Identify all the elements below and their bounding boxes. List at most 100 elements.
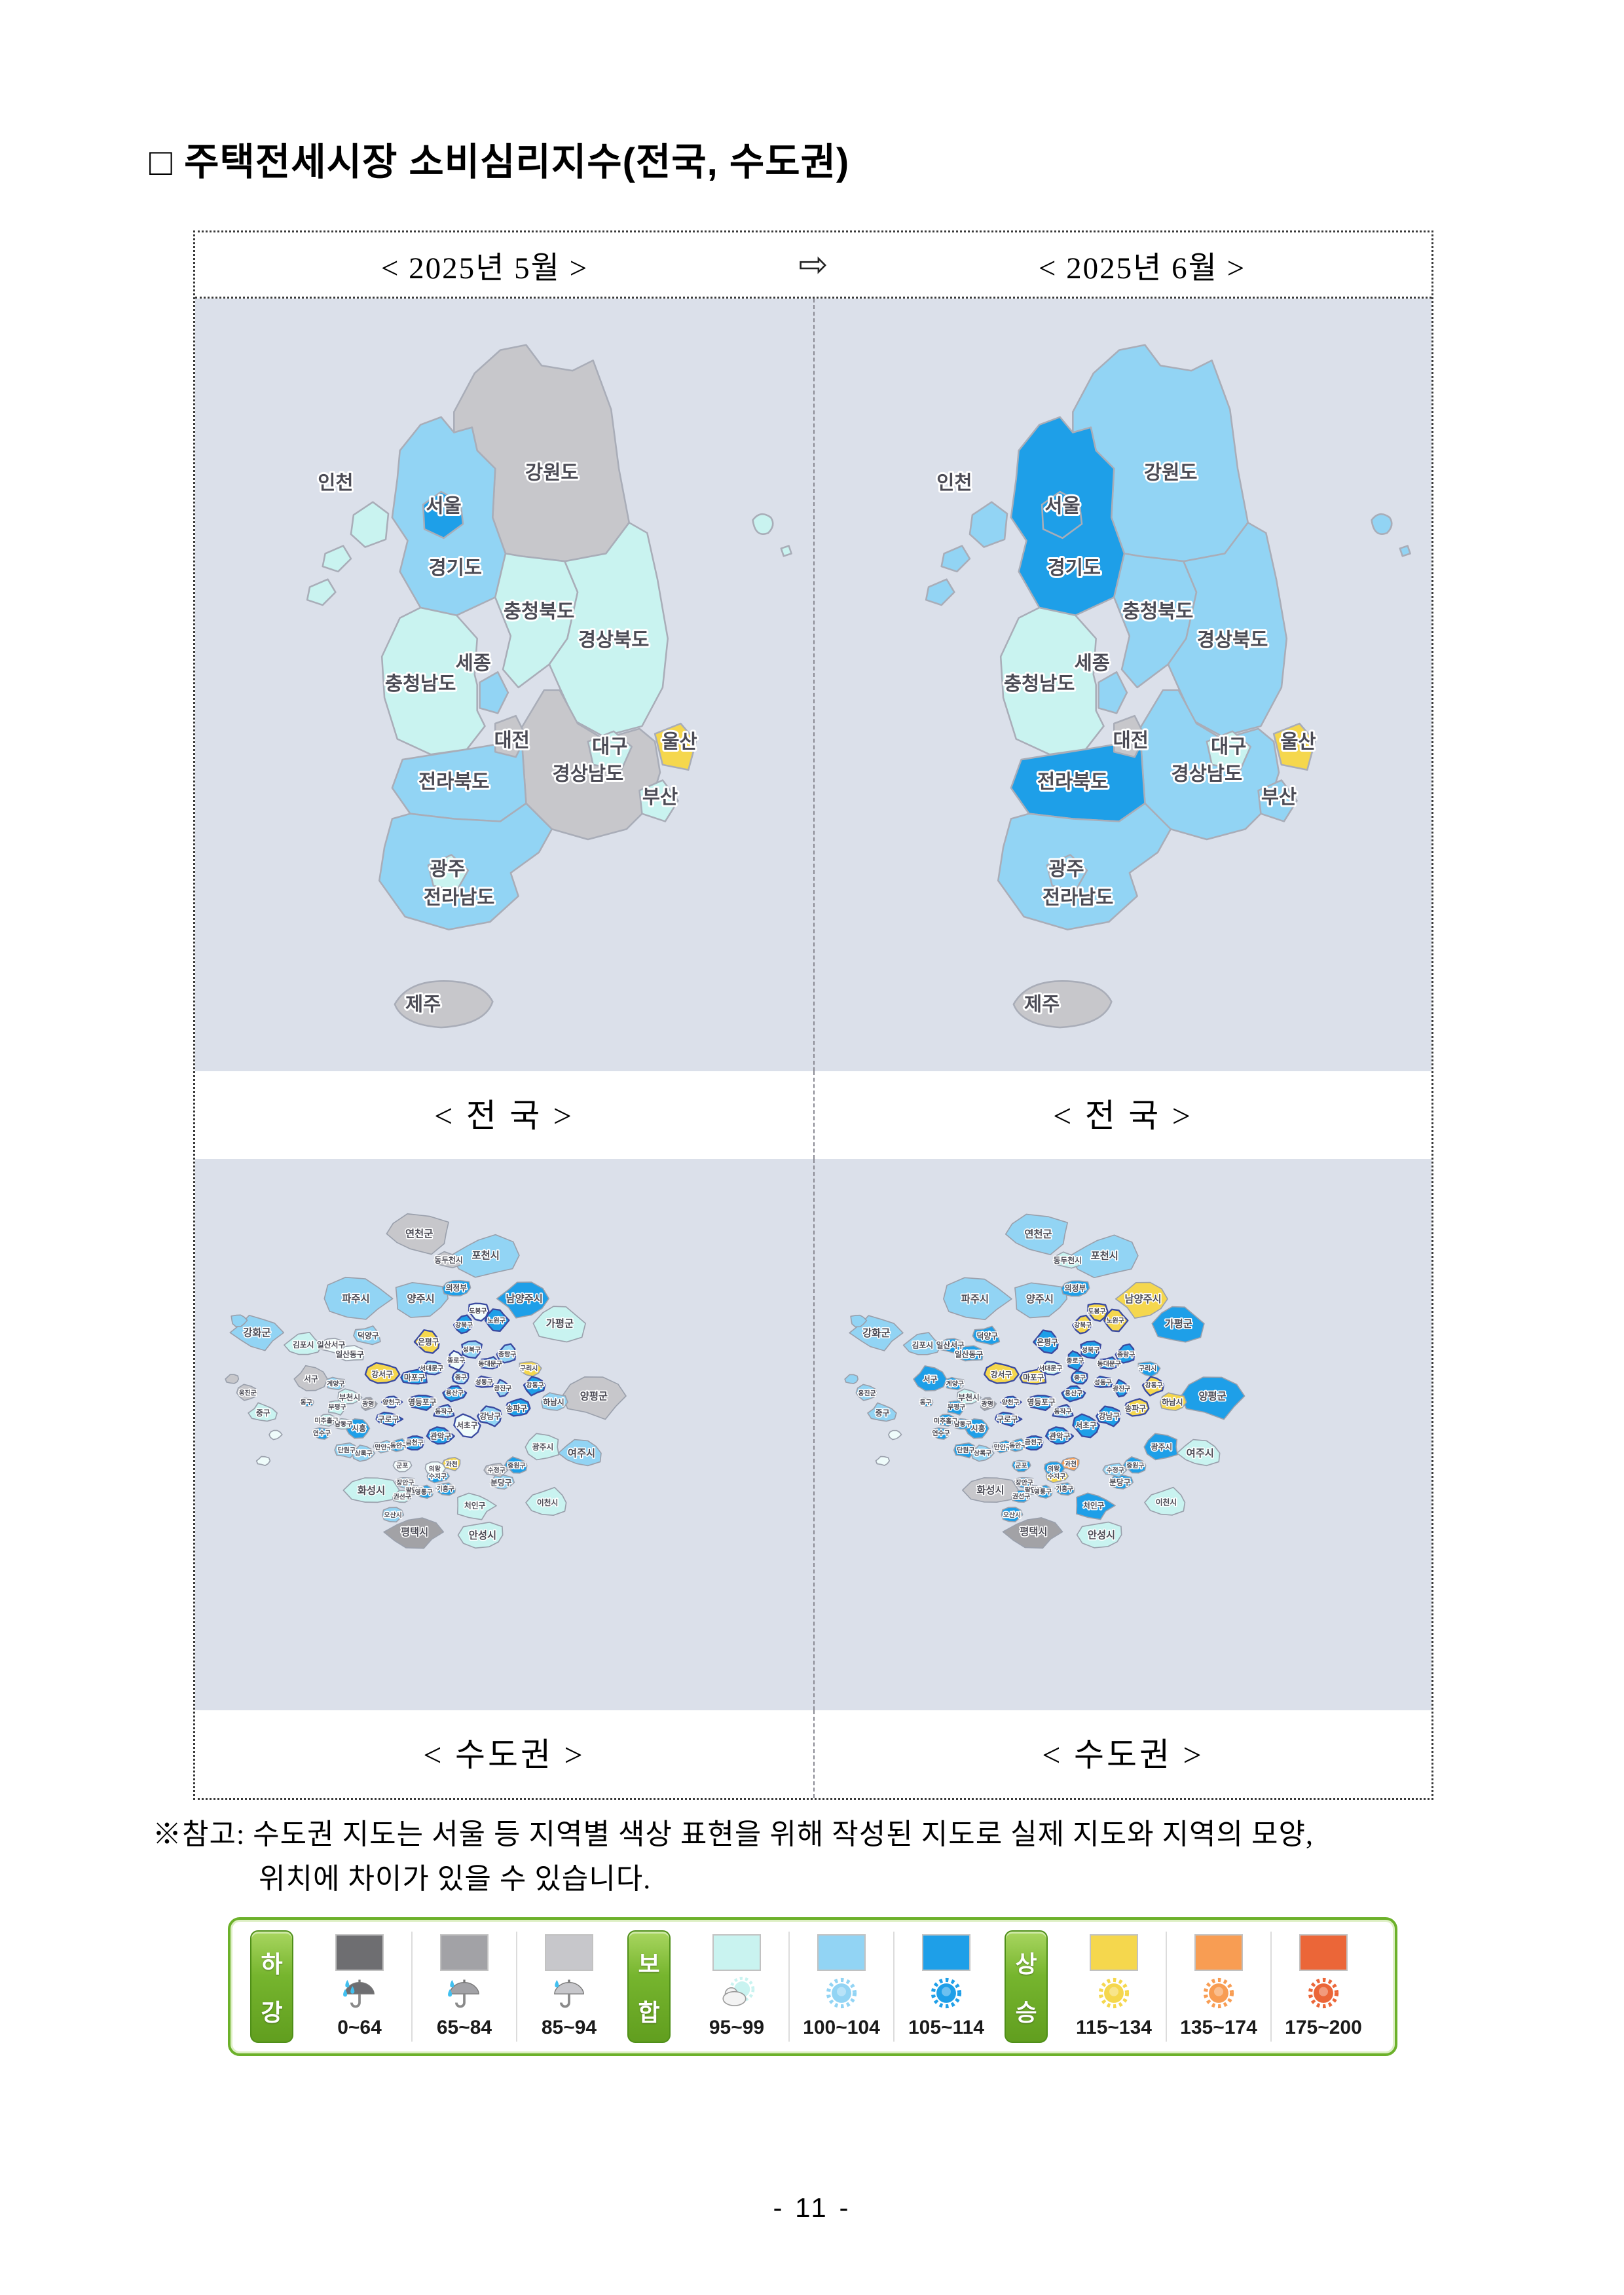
district-label-하남시: 하남시 bbox=[1162, 1398, 1183, 1407]
district-label-종로구: 종로구 bbox=[1066, 1357, 1084, 1365]
district-label-구리시: 구리시 bbox=[1139, 1364, 1156, 1372]
legend-range-label: 0~64 bbox=[337, 2017, 382, 2038]
district-영통구 bbox=[1033, 1484, 1054, 1499]
region-label-서울: 서울 bbox=[1044, 495, 1080, 517]
district-강남구 bbox=[1096, 1405, 1121, 1427]
region-경상북도 bbox=[548, 521, 669, 737]
district-성북구 bbox=[1080, 1340, 1102, 1359]
district-label-상록구: 상록구 bbox=[355, 1449, 373, 1458]
region-dokdo bbox=[780, 545, 792, 557]
district-은평구 bbox=[413, 1329, 441, 1354]
district-강서구 bbox=[364, 1362, 401, 1384]
note-line-2: 위치에 차이가 있을 수 있습니다. bbox=[259, 1863, 652, 1896]
region-경상남도 bbox=[520, 689, 661, 841]
region-ulleung bbox=[752, 513, 774, 535]
district-label-중원구: 중원구 bbox=[1126, 1461, 1144, 1470]
national-caption-row: < 전 국 > < 전 국 > bbox=[195, 1071, 1431, 1159]
district-평택시 bbox=[1002, 1517, 1063, 1549]
district-label-강동구: 강동구 bbox=[1145, 1381, 1162, 1389]
district-label-남동구: 남동구 bbox=[953, 1420, 971, 1428]
district-상록구 bbox=[351, 1444, 376, 1462]
district-label-영등포구: 영등포구 bbox=[408, 1398, 437, 1407]
region-인천 bbox=[350, 501, 390, 548]
caption-national-may: < 전 국 > bbox=[434, 1097, 574, 1134]
district-강남구 bbox=[476, 1405, 502, 1427]
region-세종 bbox=[1098, 671, 1128, 714]
district-관악구 bbox=[1044, 1426, 1075, 1445]
region-label-경상남도: 경상남도 bbox=[553, 763, 624, 785]
district-권선구 bbox=[1011, 1490, 1031, 1503]
district-기흥구 bbox=[435, 1482, 456, 1496]
district-label-성북구: 성북구 bbox=[463, 1346, 481, 1354]
caption-capital-may: < 수도권 > bbox=[423, 1736, 585, 1773]
legend-range-label: 65~84 bbox=[436, 2017, 492, 2038]
district-label-의정부: 의정부 bbox=[1065, 1283, 1086, 1293]
region-label-서울: 서울 bbox=[426, 495, 461, 517]
district-양주시 bbox=[1014, 1282, 1068, 1319]
district-남동구 bbox=[333, 1418, 352, 1430]
district-label-성동구: 성동구 bbox=[475, 1378, 493, 1386]
region-울산 bbox=[1272, 722, 1316, 771]
region-isl2 bbox=[306, 578, 337, 606]
caption-capital-june: < 수도권 > bbox=[813, 1710, 1431, 1798]
district-동작구 bbox=[433, 1404, 455, 1418]
district-영등포구 bbox=[1027, 1395, 1053, 1411]
district-label-처인구: 처인구 bbox=[464, 1501, 486, 1511]
legend-item-85~94: 85~94 bbox=[516, 1932, 621, 2042]
region-label-세종: 세종 bbox=[456, 652, 491, 674]
district-label-시흥: 시흥 bbox=[352, 1424, 366, 1433]
district-가평군 bbox=[1151, 1306, 1205, 1343]
district-label-구로구: 구로구 bbox=[378, 1416, 399, 1424]
region-label-강원도: 강원도 bbox=[1144, 462, 1197, 483]
district-동작구 bbox=[1052, 1404, 1074, 1418]
region-label-부산: 부산 bbox=[642, 786, 678, 808]
legend-group-상승: 상 승 115~134 135~174 175~200 bbox=[1005, 1930, 1375, 2043]
region-label-광주: 광주 bbox=[1048, 858, 1084, 880]
district-label-노원구: 노원구 bbox=[1107, 1316, 1124, 1325]
legend-range-label: 115~134 bbox=[1076, 2017, 1152, 2038]
district-label-동두천시: 동두천시 bbox=[434, 1255, 462, 1264]
legend-range-label: 95~99 bbox=[709, 2017, 765, 2038]
district-가평군 bbox=[532, 1306, 586, 1343]
district-label-은평구: 은평구 bbox=[1037, 1338, 1058, 1347]
district-label-팔달구: 팔달구 bbox=[405, 1486, 423, 1494]
district-광명 bbox=[980, 1397, 997, 1412]
region-세종 bbox=[479, 671, 509, 714]
district-광명 bbox=[361, 1397, 378, 1412]
legend-swatch bbox=[1090, 1934, 1138, 1971]
district-label-중랑구: 중랑구 bbox=[498, 1351, 516, 1359]
district-label-중원구: 중원구 bbox=[507, 1461, 525, 1470]
district-상록구 bbox=[970, 1444, 995, 1462]
district-label-동대문구: 동대문구 bbox=[479, 1359, 502, 1368]
district-label-강남구: 강남구 bbox=[1099, 1412, 1120, 1421]
district-label-노원구: 노원구 bbox=[488, 1316, 506, 1325]
district-만안구 bbox=[373, 1440, 393, 1454]
district-화성시 bbox=[342, 1477, 400, 1503]
district-label-남양주시: 남양주시 bbox=[1124, 1294, 1161, 1305]
district-label-동구: 동구 bbox=[919, 1399, 931, 1406]
island bbox=[844, 1374, 858, 1384]
district-label-포천시: 포천시 bbox=[1091, 1250, 1118, 1262]
district-중구 bbox=[867, 1402, 897, 1422]
district-label-동구: 동구 bbox=[301, 1399, 312, 1406]
district-금천구 bbox=[404, 1435, 425, 1451]
legend-group-보합: 보 합 95~99 100~104 105~114 bbox=[627, 1930, 998, 2043]
district-label-안성시: 안성시 bbox=[469, 1530, 496, 1541]
district-중랑구 bbox=[496, 1343, 516, 1364]
district-label-동작구: 동작구 bbox=[1054, 1407, 1072, 1416]
district-동안구 bbox=[1007, 1438, 1030, 1452]
district-label-수지구: 수지구 bbox=[1048, 1472, 1065, 1480]
district-label-남동구: 남동구 bbox=[335, 1420, 352, 1428]
region-부산 bbox=[638, 779, 679, 822]
district-label-팔달구: 팔달구 bbox=[1025, 1486, 1043, 1494]
region-전라남도 bbox=[997, 802, 1172, 930]
district-label-이천시: 이천시 bbox=[537, 1498, 559, 1507]
district-label-계양구: 계양구 bbox=[327, 1380, 344, 1388]
district-label-가평군: 가평군 bbox=[1165, 1318, 1192, 1330]
district-label-성동구: 성동구 bbox=[1094, 1378, 1112, 1386]
district-label-광주시: 광주시 bbox=[1151, 1442, 1172, 1452]
region-label-전라남도: 전라남도 bbox=[424, 887, 495, 908]
